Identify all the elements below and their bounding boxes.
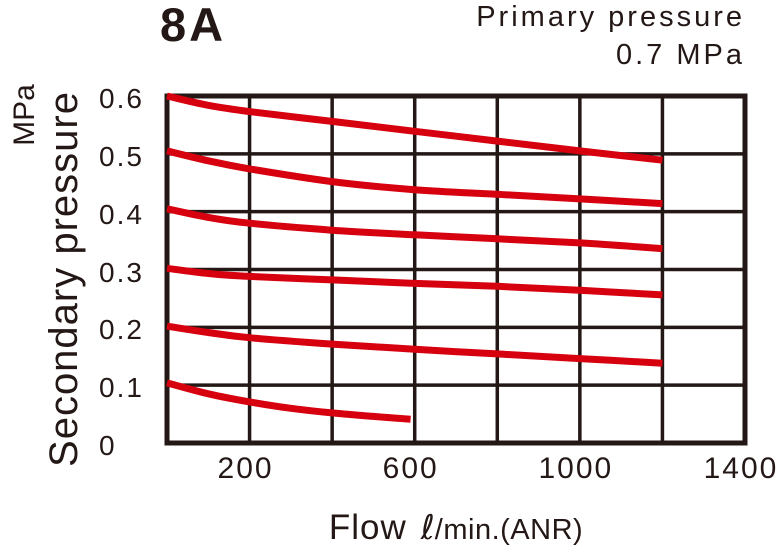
y-axis-unit: MPa (8, 84, 41, 146)
liter-symbol: ℓ (420, 508, 435, 548)
x-axis-title-unit: /min.(ANR) (434, 514, 584, 546)
primary-pressure-annotation: Primary pressure 0.7 MPa (476, 1, 745, 72)
pressure-curve-set-0.1 (166, 379, 411, 423)
pressure-curve-set-0.3 (166, 264, 663, 299)
x-axis-title-word: Flow (328, 508, 407, 547)
pressure-curve-set-0.2 (166, 322, 663, 367)
model-title: 8A (160, 0, 227, 51)
y-tick-label-0.6: 0.6 (99, 83, 144, 114)
pressure-curve-set-0.6 (166, 92, 663, 164)
y-tick-label-0.3: 0.3 (99, 256, 144, 288)
y-tick-label-0: 0 (99, 430, 117, 461)
y-axis-title: Secondary pressure (42, 91, 86, 467)
pressure-curve-set-0.5 (166, 147, 663, 208)
primary-pressure-text: Primary pressure (476, 1, 745, 33)
y-tick-label-0.5: 0.5 (99, 140, 144, 172)
y-tick-label-0.4: 0.4 (99, 198, 144, 230)
x-axis-title: Flow ℓ /min.(ANR) (167, 508, 745, 548)
y-tick-label-0.1: 0.1 (99, 372, 144, 404)
primary-pressure-value: 0.7 MPa (616, 39, 745, 71)
x-tick-label-1000: 1000 (538, 452, 614, 485)
x-tick-label-1400: 1400 (703, 452, 776, 485)
y-tick-label-0.2: 0.2 (99, 314, 144, 346)
x-tick-label-200: 200 (217, 452, 274, 485)
x-tick-label-600: 600 (382, 452, 439, 485)
pressure-curve-set-0.4 (166, 205, 663, 253)
